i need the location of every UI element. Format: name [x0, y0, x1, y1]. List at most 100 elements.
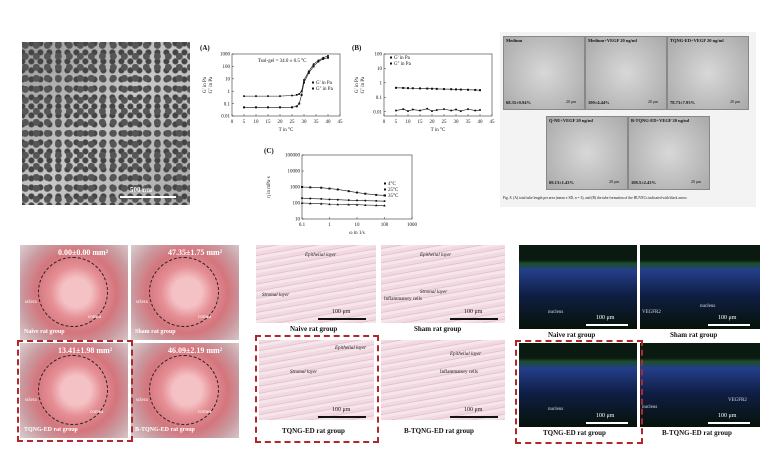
marker	[347, 190, 350, 193]
scale-bar	[708, 422, 750, 424]
highlight-box	[255, 335, 379, 443]
tube-value: 100±4.44%	[588, 100, 610, 105]
legend-marker	[384, 194, 386, 197]
y-tick-label: 100	[223, 65, 231, 70]
y-axis-label: η in mPa·s	[267, 176, 272, 198]
scale-bar	[450, 416, 498, 418]
series-line	[301, 202, 385, 206]
marker	[303, 79, 305, 82]
marker	[435, 87, 438, 90]
y-tick-label: 0.01	[221, 115, 230, 120]
legend-label: G'' in Pa	[316, 87, 334, 92]
marker	[474, 109, 477, 112]
x-axis-label: ω in 1/s	[349, 231, 365, 236]
area-value: 47.35±1.75 mm²	[168, 248, 223, 257]
y-axis-label: G'' in Pa	[209, 76, 214, 94]
x-tick-label: 20	[278, 120, 284, 125]
group-label: TQNG-ED rat group	[24, 427, 78, 433]
marker	[298, 102, 301, 105]
marker	[395, 86, 397, 89]
marker	[411, 87, 414, 90]
scale-bar	[318, 416, 366, 418]
marker	[347, 199, 350, 202]
marker	[291, 94, 293, 97]
y-axis-label: G' in Pa	[203, 76, 208, 93]
marker	[375, 193, 378, 196]
marker	[295, 105, 298, 108]
tube-image	[667, 36, 749, 110]
tube-scale: 20 μm	[609, 179, 620, 184]
tube-value: 78.73±7.93%	[670, 100, 695, 105]
marker	[320, 202, 323, 205]
marker	[375, 203, 378, 207]
marker	[426, 87, 429, 90]
marker	[309, 197, 312, 200]
tube-value: 108.5±2.43%	[631, 180, 656, 185]
scale-label: 500 nm	[130, 186, 152, 194]
tube-label: B-TQNG-ED+VEGF 20 ng/ml	[631, 118, 690, 123]
marker	[295, 93, 298, 96]
marker	[300, 93, 303, 96]
eye-image	[131, 343, 239, 438]
area-value: 0.00±0.00 mm²	[58, 248, 109, 257]
y-tick-label: 0.1	[376, 96, 383, 101]
marker	[307, 71, 310, 74]
fluorescence-image	[519, 245, 637, 329]
marker	[336, 203, 339, 206]
marker	[328, 202, 331, 206]
layer-label: Epithelial layer	[420, 253, 452, 258]
scale-label: 100 μm	[464, 407, 483, 413]
tube-value: 68.35±0.94%	[506, 100, 531, 105]
cornea-label: cornea	[198, 410, 212, 415]
marker	[364, 203, 367, 206]
legend-label: 25°C	[388, 188, 399, 193]
x-tick-label: 35	[466, 120, 472, 125]
eye-image	[20, 343, 128, 438]
marker	[435, 109, 438, 112]
marker	[356, 191, 358, 194]
marker	[459, 88, 462, 91]
group-label: B-TQNG-ED rat group	[404, 427, 474, 435]
x-tick-label: 40	[326, 120, 332, 125]
marker	[450, 109, 453, 112]
legend-marker	[384, 182, 386, 185]
layer-label: Epithelial layer	[305, 253, 337, 258]
scale-bar	[586, 422, 628, 424]
marker	[255, 95, 257, 98]
y-tick-label: 1	[228, 90, 231, 95]
tube-label: Q-NE+VEGF 20 ng/ml	[549, 118, 593, 123]
marker	[402, 108, 405, 111]
eye-image	[20, 245, 128, 340]
chart-a: (A) 0.01 0.1 1 10 100 1000 0 5 10 15 20 25 30 35 40 45 T …	[200, 44, 343, 133]
highlight-box	[17, 340, 133, 442]
legend-marker	[312, 87, 314, 90]
marker	[328, 187, 331, 190]
marker	[443, 108, 445, 111]
marker	[419, 87, 421, 90]
panel-label: (B)	[352, 44, 362, 52]
y-tick-label: 10	[295, 218, 301, 223]
y-tick-label: 1000	[220, 53, 231, 58]
scale-bar	[120, 196, 176, 198]
tube-label: Medium	[506, 38, 523, 43]
y-tick-label: 0.1	[224, 102, 231, 107]
marker	[322, 57, 325, 60]
group-label: TQNG-ED rat group	[282, 427, 345, 435]
marker	[312, 63, 315, 66]
sclera-label: sclera	[25, 398, 37, 403]
x-tick-label: 15	[418, 120, 424, 125]
inflammatory-label: Inflammatory cells	[384, 297, 422, 302]
marker	[459, 110, 462, 113]
y-tick-label: 100000	[285, 154, 301, 159]
x-tick-label: 0	[231, 120, 234, 125]
scale-label: 100 μm	[332, 309, 351, 315]
sclera-label: sclera	[136, 398, 148, 403]
x-tick-label: 30	[454, 120, 460, 125]
panel-label: (A)	[200, 44, 210, 52]
x-tick-label: 30	[302, 120, 308, 125]
chart-c: (C) 10 100 1000 10000 100000 0.1 1 10 100 1000 ω in…	[264, 147, 418, 236]
histology-image	[256, 245, 376, 323]
marker	[443, 88, 445, 91]
marker	[309, 202, 312, 205]
